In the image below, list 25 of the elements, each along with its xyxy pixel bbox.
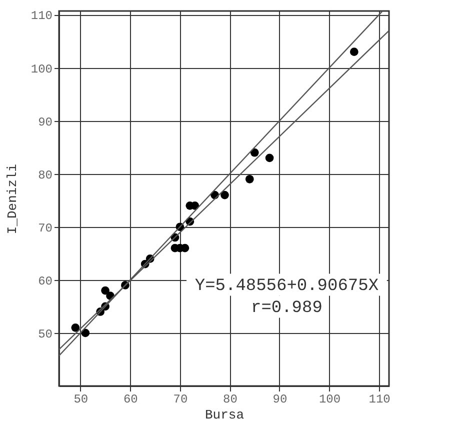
x-tick-label: 80 [223,392,238,406]
x-tick-label: 110 [368,392,390,406]
point [220,190,229,200]
y-tick-label: 50 [38,327,52,342]
annotation: r=0.989 [250,298,322,318]
y-tick-label: 80 [38,168,52,182]
y-tick-label: 60 [38,274,52,288]
point [250,148,259,157]
point [350,48,358,56]
point [71,323,80,332]
y-tick-label: 110 [30,9,52,24]
y-tick-label: 90 [38,115,52,130]
x-tick-label: 70 [173,392,188,406]
y-axis-title: I_Denizli [4,164,20,234]
x-tick-label: 90 [272,392,288,406]
x-tick-label: 100 [318,392,341,406]
x-tick-label: 60 [123,392,138,406]
x-tick-label: 50 [74,392,88,406]
point [265,154,274,162]
point [101,286,110,295]
y-tick-label: 100 [30,62,52,76]
x-axis-title: Bursa [204,408,244,422]
y-tick-label: 70 [38,221,52,236]
annotation: Y=5.48556+0.90675X [194,276,379,296]
point [245,174,254,184]
